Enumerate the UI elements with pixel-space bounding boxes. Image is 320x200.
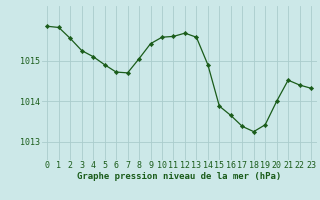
- X-axis label: Graphe pression niveau de la mer (hPa): Graphe pression niveau de la mer (hPa): [77, 172, 281, 181]
